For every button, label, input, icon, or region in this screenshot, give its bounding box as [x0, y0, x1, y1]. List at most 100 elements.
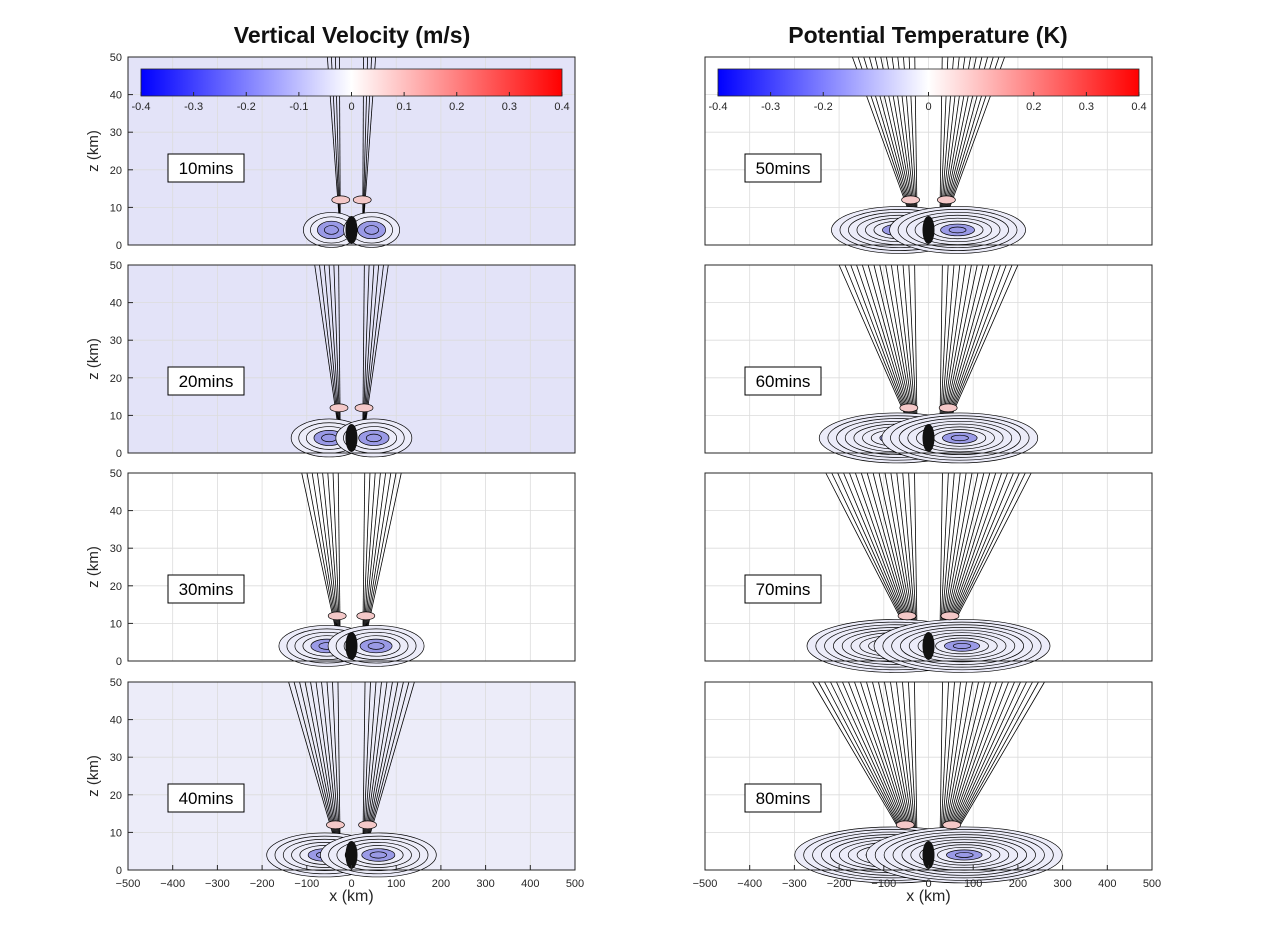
- x-tick-label: −300: [782, 878, 807, 890]
- x-tick-label: −100: [871, 878, 896, 890]
- warm-anomaly: [937, 195, 956, 205]
- contour-line: [362, 472, 366, 652]
- colorbar-tick-label: 0: [925, 101, 931, 113]
- core-contours: [922, 840, 935, 869]
- contour-lobe: [328, 835, 429, 875]
- colorbar-tick-label: 0.3: [502, 101, 517, 113]
- contour-lobe: [336, 838, 421, 872]
- y-tick-label: 30: [110, 752, 122, 764]
- contour-line: [362, 472, 402, 652]
- contour-lobe: [883, 831, 1045, 879]
- contour-lobe: [898, 418, 1021, 458]
- x-tick-label: −400: [737, 878, 762, 890]
- contour-line: [299, 681, 341, 861]
- contour-line: [362, 681, 410, 861]
- contour-line: [310, 681, 341, 861]
- x-tick-label: −500: [693, 878, 718, 890]
- potential-temperature-title: Potential Temperature (K): [788, 22, 1068, 48]
- contour-lobe: [916, 423, 1004, 453]
- colorbar-tick-label: -0.3: [761, 101, 780, 113]
- warm-anomaly: [352, 195, 372, 205]
- contour-lobe: [901, 836, 1027, 874]
- contour-line: [914, 264, 918, 444]
- x-tick-label: −400: [160, 878, 185, 890]
- contour-lobe: [950, 434, 969, 442]
- warm-anomaly: [897, 611, 917, 621]
- warm-anomaly: [938, 403, 958, 413]
- panel-40mins: 0 10 20 30 40 50 −500 −400 −300 −200 −100 0 100 200 30…: [85, 677, 584, 905]
- y-tick-label: 40: [110, 506, 122, 518]
- contour-line: [326, 681, 341, 861]
- contour-line: [322, 472, 341, 652]
- contour-lobe: [952, 642, 972, 649]
- contour-line: [362, 472, 392, 652]
- x-tick-label: 200: [1009, 878, 1027, 890]
- colorbar-tick-label: 0.4: [554, 101, 569, 113]
- colorbar-tick-label: -0.4: [709, 101, 728, 113]
- contour-line: [332, 472, 341, 652]
- y-tick-label: 10: [110, 827, 122, 839]
- time-label: 30mins: [179, 580, 234, 599]
- contour-lobe: [955, 852, 974, 858]
- time-label: 40mins: [179, 789, 234, 808]
- panel-70mins: 70mins: [704, 472, 1153, 673]
- y-tick-label: 40: [110, 298, 122, 310]
- contour-line: [337, 681, 341, 861]
- x-tick-label: 300: [1053, 878, 1071, 890]
- contour-line: [939, 264, 943, 444]
- contour-line: [321, 681, 341, 861]
- warm-anomaly: [940, 611, 960, 621]
- colorbar-tick-label: 0.1: [396, 101, 411, 113]
- y-tick-label: 0: [116, 656, 122, 668]
- contour-line: [327, 472, 341, 652]
- contour-line: [362, 681, 388, 861]
- contour-line: [362, 472, 381, 652]
- x-tick-label: −500: [116, 878, 141, 890]
- contour-line: [362, 472, 376, 652]
- contour-lobe: [935, 637, 989, 655]
- y-tick-label: 50: [110, 260, 122, 272]
- y-tick-label: 20: [110, 581, 122, 593]
- contour-line: [337, 472, 341, 652]
- contour-line: [362, 681, 377, 861]
- colorbar-tick-label: -0.3: [184, 101, 203, 113]
- contour-lobe: [343, 631, 409, 660]
- contour-line: [362, 264, 365, 444]
- time-label-box: [744, 783, 822, 813]
- time-label: 60mins: [756, 372, 811, 391]
- y-tick-label: 30: [110, 335, 122, 347]
- core-contours: [922, 423, 935, 452]
- x-axis-label: x (km): [329, 888, 373, 905]
- y-tick-label: 50: [110, 468, 122, 480]
- contour-line: [362, 264, 389, 444]
- contour-line: [306, 472, 341, 652]
- contour-lobe: [364, 225, 379, 235]
- panel-10mins: 0 10 20 30 40 50 z (km) 10mins -0.4 -0.3 -0.2 -0.1 0…: [85, 52, 576, 252]
- x-tick-label: −100: [294, 878, 319, 890]
- contour-line: [319, 264, 341, 444]
- contour-line: [314, 264, 341, 444]
- y-tick-label: 30: [110, 543, 122, 555]
- contour-lobe: [937, 846, 992, 863]
- y-tick-label: 0: [116, 240, 122, 252]
- contour-line: [293, 681, 341, 861]
- contour-lobe: [890, 415, 1030, 461]
- y-tick-label: 0: [116, 865, 122, 877]
- y-tick-label: 40: [110, 90, 122, 102]
- contour-line: [362, 681, 366, 861]
- contour-line: [362, 264, 384, 444]
- axes-frame: [704, 56, 1153, 246]
- x-tick-label: 300: [476, 878, 494, 890]
- core-contours: [922, 631, 935, 660]
- contour-lobe: [948, 226, 967, 234]
- colorbar-tick-label: -0.4: [132, 101, 151, 113]
- contour-lobe: [321, 433, 338, 443]
- x-tick-label: 500: [566, 878, 584, 890]
- contour-line: [288, 681, 341, 861]
- y-tick-label: 10: [110, 410, 122, 422]
- colorbar-tick-label: -0.2: [237, 101, 256, 113]
- core-contours: [345, 840, 358, 869]
- contour-lobe: [897, 209, 1018, 251]
- x-tick-label: 400: [521, 878, 539, 890]
